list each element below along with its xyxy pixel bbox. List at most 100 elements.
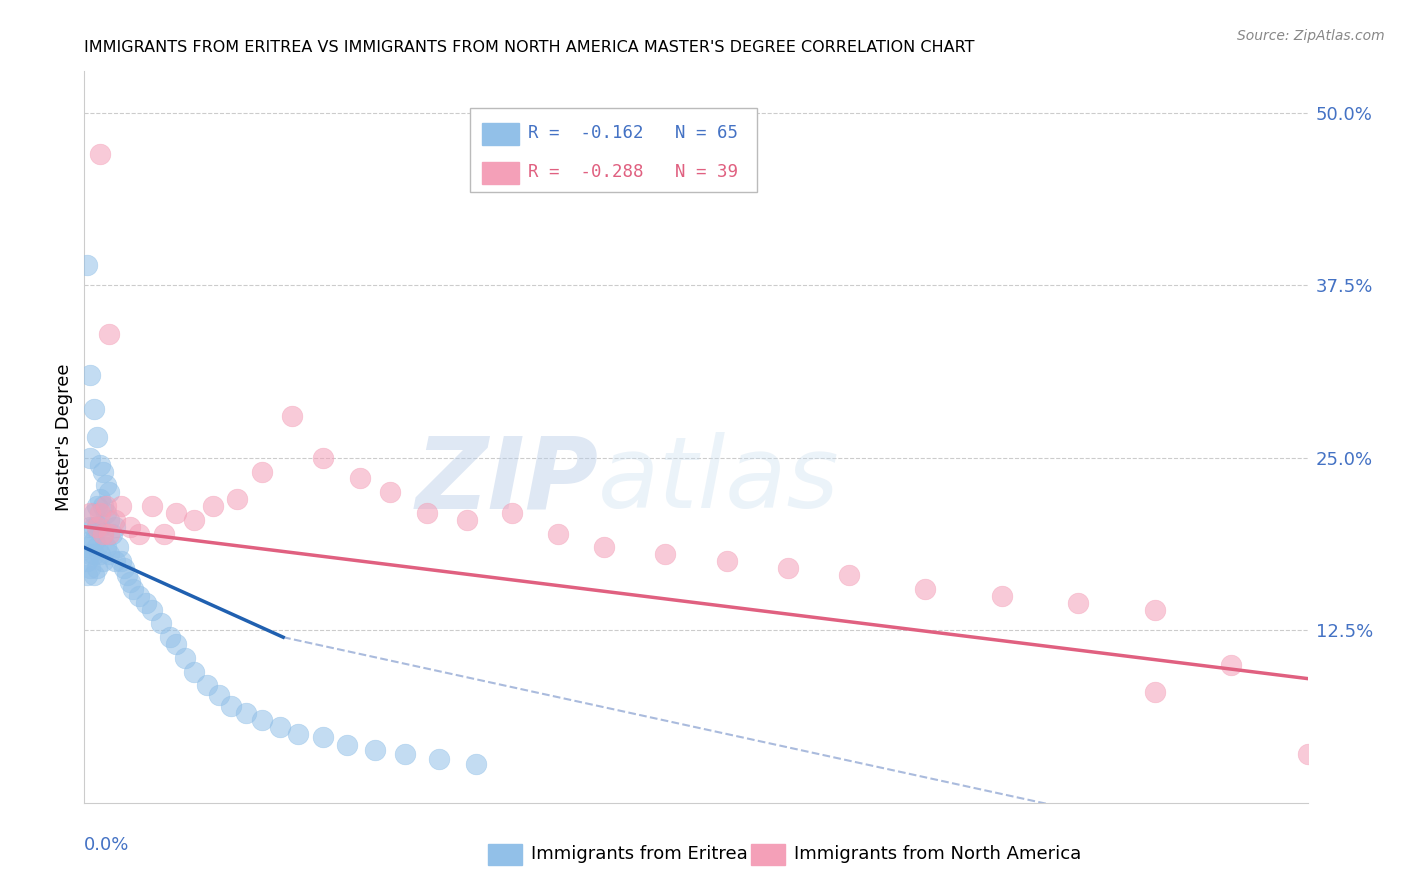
Point [141, 499, 163, 513]
Point [83, 520, 105, 534]
Point [914, 582, 936, 596]
Text: R =  -0.288   N = 39: R = -0.288 N = 39 [529, 163, 738, 181]
Point [94, 478, 117, 492]
Point [165, 637, 187, 651]
Point [349, 471, 371, 485]
Point [195, 678, 218, 692]
Point [107, 541, 129, 555]
Text: Source: ZipAtlas.com: Source: ZipAtlas.com [1237, 29, 1385, 44]
Point [226, 492, 249, 507]
Point [312, 450, 335, 465]
Point [91, 554, 114, 568]
Point [153, 526, 176, 541]
Point [76, 541, 98, 555]
Point [183, 665, 205, 679]
Point [104, 513, 127, 527]
Text: Immigrants from Eritrea: Immigrants from Eritrea [531, 845, 748, 863]
Y-axis label: Master's Degree: Master's Degree [55, 363, 73, 511]
Point [219, 699, 242, 714]
Bar [751, 845, 786, 865]
Point [776, 561, 799, 575]
Point [1143, 685, 1166, 699]
Point [110, 554, 132, 568]
Point [380, 485, 402, 500]
Point [128, 526, 150, 541]
Point [89, 458, 111, 472]
Text: IMMIGRANTS FROM ERITREA VS IMMIGRANTS FROM NORTH AMERICA MASTER'S DEGREE CORRELA: IMMIGRANTS FROM ERITREA VS IMMIGRANTS FR… [84, 40, 974, 55]
Text: R =  -0.162   N = 65: R = -0.162 N = 65 [529, 124, 738, 142]
Point [86, 541, 108, 555]
Point [1220, 657, 1243, 672]
Point [593, 541, 616, 555]
Point [394, 747, 416, 762]
Point [97, 485, 120, 500]
Point [94, 506, 117, 520]
Point [97, 326, 120, 341]
Point [174, 651, 197, 665]
Text: ZIP: ZIP [415, 433, 598, 530]
Point [547, 526, 569, 541]
Point [502, 506, 524, 520]
Point [89, 147, 111, 161]
Point [91, 465, 114, 479]
Point [79, 548, 101, 562]
Point [269, 720, 291, 734]
Point [654, 548, 676, 562]
Bar [488, 845, 522, 865]
Point [128, 589, 150, 603]
Point [115, 568, 138, 582]
Point [86, 430, 108, 444]
Point [86, 499, 108, 513]
Point [101, 526, 124, 541]
Point [416, 506, 439, 520]
Point [97, 526, 120, 541]
Point [1143, 602, 1166, 616]
Point [165, 506, 187, 520]
Point [112, 561, 135, 575]
Point [94, 499, 117, 513]
Point [104, 520, 127, 534]
Point [183, 513, 205, 527]
Point [1296, 747, 1319, 762]
Point [235, 706, 257, 720]
Text: atlas: atlas [598, 433, 839, 530]
Point [336, 738, 359, 752]
Point [79, 520, 101, 534]
Point [149, 616, 172, 631]
Point [287, 727, 309, 741]
Point [991, 589, 1014, 603]
Point [86, 520, 108, 534]
Point [89, 520, 111, 534]
Point [91, 526, 114, 541]
Point [464, 757, 486, 772]
Point [110, 499, 132, 513]
Point [97, 548, 120, 562]
FancyBboxPatch shape [470, 108, 758, 192]
Point [76, 554, 98, 568]
Text: Immigrants from North America: Immigrants from North America [794, 845, 1081, 863]
Point [1067, 596, 1090, 610]
Point [79, 368, 101, 382]
Point [83, 568, 105, 582]
Text: 0.0%: 0.0% [84, 836, 129, 854]
Point [79, 450, 101, 465]
Point [716, 554, 738, 568]
Point [120, 574, 142, 589]
Point [89, 492, 111, 507]
Point [83, 402, 105, 417]
Point [427, 751, 450, 765]
Point [208, 688, 231, 702]
Point [201, 499, 224, 513]
Point [91, 526, 114, 541]
Bar [482, 162, 519, 184]
Point [97, 513, 120, 527]
Point [838, 568, 860, 582]
Point [76, 568, 98, 582]
Point [76, 258, 98, 272]
Point [89, 548, 111, 562]
Point [83, 548, 105, 562]
Point [104, 554, 127, 568]
Point [122, 582, 145, 596]
Point [83, 506, 105, 520]
Point [364, 743, 387, 757]
